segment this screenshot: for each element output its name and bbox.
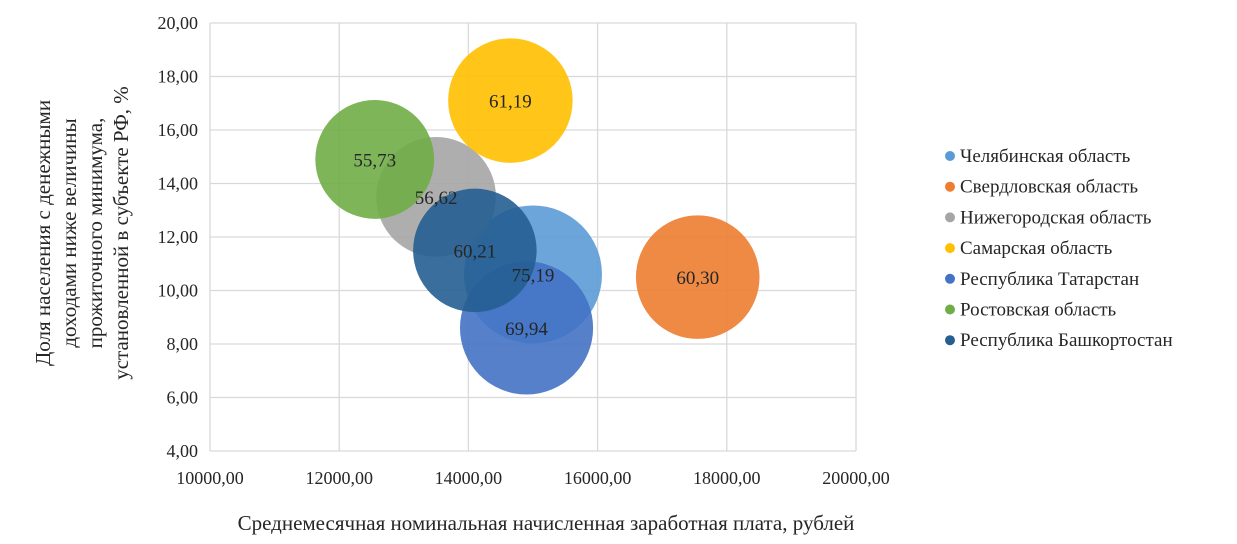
- y-tick-label: 4,00: [167, 441, 199, 461]
- legend-marker: [945, 181, 955, 192]
- legend-entry: Нижегородская область: [960, 207, 1152, 228]
- legend: Челябинская область Свердловская область Н…: [945, 146, 1173, 351]
- legend-marker: [945, 304, 955, 315]
- legend-entry: Самарская область: [960, 238, 1113, 259]
- bubble: [315, 100, 435, 219]
- legend-marker: [945, 273, 955, 284]
- y-tick-label: 20,00: [158, 13, 199, 33]
- x-tick-label: 18000,00: [693, 468, 761, 488]
- bubble-data-label: 60,30: [676, 268, 719, 289]
- y-axis-title: Доля населения с денежными доходами ниже…: [31, 86, 133, 380]
- y-tick-label: 10,00: [158, 281, 199, 301]
- x-tick-label: 12000,00: [305, 468, 373, 488]
- legend-entry: Свердловская область: [960, 177, 1138, 198]
- y-axis-title-line-2: доходами ниже величины: [57, 118, 81, 347]
- y-tick-label: 16,00: [158, 120, 199, 140]
- bubble: [448, 38, 573, 163]
- bubble-labels: 75,19 60,30 56,62 61,19 69,94 55,73 60,21: [353, 92, 719, 340]
- bubble-data-label: 56,62: [415, 188, 458, 209]
- legend-marker: [945, 243, 955, 254]
- y-tick-label: 8,00: [167, 334, 199, 354]
- bubble: [635, 215, 760, 339]
- tick-labels: 4,00 6,00 8,00 10,00 12,00 14,00 16,00 18,00 20,…: [158, 13, 890, 488]
- x-axis-title: Среднемесячная номинальная начисленная з…: [238, 511, 855, 535]
- legend-entry: Челябинская область: [960, 146, 1131, 167]
- bubble-data-label: 61,19: [489, 92, 532, 113]
- bubbles: [315, 38, 760, 395]
- y-axis-title-line-4: установленной в субъекте РФ, %: [109, 86, 133, 380]
- legend-marker: [945, 335, 955, 346]
- y-axis-title-line-1: Доля населения с денежными: [31, 100, 55, 366]
- legend-entry: Ростовская область: [960, 300, 1117, 321]
- x-tick-label: 10000,00: [176, 468, 244, 488]
- y-axis-title-line-3: прожиточного минимума,: [83, 118, 107, 349]
- x-tick-label: 20000,00: [822, 468, 890, 488]
- y-tick-label: 12,00: [158, 227, 199, 247]
- y-tick-label: 6,00: [167, 388, 199, 408]
- legend-marker: [945, 212, 955, 223]
- bubble-data-label: 60,21: [453, 241, 496, 262]
- legend-marker: [945, 151, 955, 161]
- legend-entry: Республика Башкортостан: [960, 330, 1173, 351]
- bubble-data-label: 55,73: [353, 150, 396, 171]
- y-tick-label: 14,00: [158, 174, 199, 194]
- y-tick-label: 18,00: [158, 67, 199, 87]
- bubble-data-label: 75,19: [512, 265, 555, 286]
- legend-entry: Республика Татарстан: [960, 269, 1139, 290]
- x-tick-label: 14000,00: [435, 468, 503, 488]
- x-tick-label: 16000,00: [564, 468, 632, 488]
- bubble-data-label: 69,94: [505, 319, 548, 340]
- bubble: [413, 188, 537, 313]
